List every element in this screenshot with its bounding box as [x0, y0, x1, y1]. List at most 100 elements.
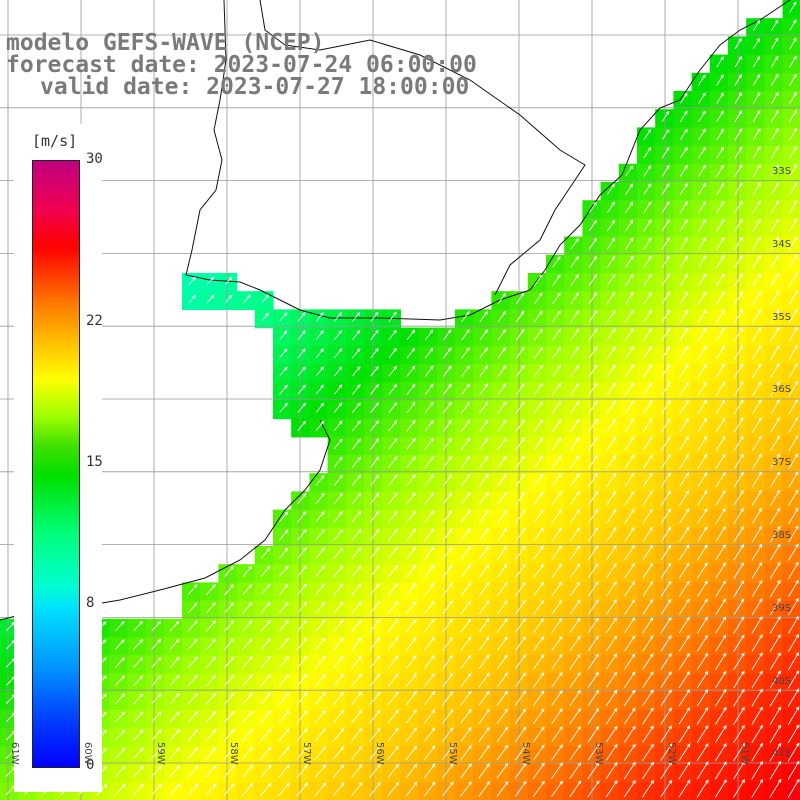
- wind-arrow: [151, 711, 162, 723]
- wind-cell: [709, 309, 729, 329]
- wind-cell: [764, 546, 784, 565]
- wind-arrow: [587, 744, 600, 761]
- colorbar-tick-label: 15: [86, 454, 103, 470]
- wind-arrow: [351, 438, 361, 450]
- wind-arrow: [533, 726, 545, 743]
- wind-arrow: [606, 201, 615, 214]
- wind-arrow: [442, 582, 453, 596]
- wind-arrow: [679, 146, 688, 159]
- wind-arrow: [606, 291, 616, 305]
- wind-cell: [473, 509, 492, 529]
- wind-cell: [382, 746, 401, 765]
- wind-arrow: [351, 709, 363, 724]
- longitude-label: 61W: [9, 742, 20, 765]
- wind-arrow: [606, 219, 616, 232]
- wind-arrow: [697, 381, 707, 396]
- wind-arrow: [424, 492, 435, 505]
- wind-arrow: [661, 110, 670, 122]
- wind-arrow: [406, 600, 417, 615]
- wind-arrow: [351, 619, 362, 633]
- wind-arrow: [552, 346, 561, 359]
- wind-arrow: [333, 583, 344, 596]
- wind-cell: [728, 491, 747, 511]
- wind-arrow: [733, 634, 745, 652]
- wind-arrow: [188, 294, 196, 303]
- wind-arrow: [442, 365, 452, 377]
- wind-arrow: [424, 528, 435, 542]
- wind-arrow: [279, 402, 288, 413]
- wind-arrow: [497, 401, 507, 414]
- wind-arrow: [460, 564, 471, 578]
- wind-arrow: [715, 616, 726, 634]
- colorbar-tick-label: 0: [86, 757, 95, 773]
- wind-arrow: [642, 544, 653, 561]
- wind-arrow: [460, 546, 471, 560]
- wind-arrow: [205, 692, 217, 705]
- wind-arrow: [606, 255, 616, 268]
- wind-arrow: [570, 328, 580, 341]
- wind-arrow: [297, 420, 306, 432]
- wind-arrow: [315, 547, 325, 559]
- wind-arrow: [187, 656, 198, 668]
- wind-arrow: [551, 690, 563, 706]
- wind-arrow: [788, 579, 799, 598]
- wind-arrow: [769, 778, 782, 798]
- wind-arrow: [424, 456, 434, 469]
- wind-arrow: [751, 580, 763, 598]
- wind-arrow: [515, 636, 526, 651]
- wind-arrow: [716, 146, 725, 159]
- wind-arrow: [770, 218, 779, 232]
- wind-arrow: [533, 672, 545, 688]
- wind-arrow: [624, 508, 635, 524]
- wind-arrow: [606, 635, 617, 652]
- wind-arrow: [133, 675, 144, 687]
- wind-arrow: [333, 601, 344, 614]
- wind-arrow: [333, 709, 345, 724]
- wind-arrow: [679, 309, 689, 323]
- wind-arrow: [789, 55, 797, 68]
- wind-arrow: [260, 547, 271, 559]
- wind-arrow: [733, 779, 745, 798]
- wind-arrow: [533, 419, 544, 432]
- wind-arrow: [660, 671, 672, 688]
- wind-arrow: [678, 779, 691, 798]
- wind-arrow: [551, 527, 562, 542]
- wind-arrow: [278, 692, 290, 705]
- longitude-label: 55W: [447, 742, 458, 765]
- wind-arrow: [405, 655, 417, 669]
- wind-arrow: [478, 582, 490, 597]
- wind-arrow: [569, 527, 580, 542]
- wind-arrow: [479, 347, 489, 359]
- wind-arrow: [660, 617, 672, 634]
- wind-arrow: [789, 91, 797, 105]
- latitude-label: 36S: [772, 384, 792, 396]
- latitude-label: 35S: [772, 311, 792, 323]
- wind-arrow: [370, 329, 379, 341]
- wind-arrow: [205, 656, 217, 669]
- wind-cell: [473, 418, 492, 438]
- wind-arrow: [297, 493, 307, 505]
- wind-arrow: [260, 601, 271, 614]
- wind-arrow: [315, 583, 326, 596]
- wind-arrow: [715, 435, 726, 451]
- wind-arrow: [788, 398, 799, 415]
- wind-arrow: [770, 73, 779, 86]
- wind-arrow: [697, 508, 708, 524]
- wind-arrow: [661, 309, 671, 323]
- wind-arrow: [751, 634, 763, 652]
- wind-arrow: [752, 55, 761, 68]
- wind-arrow: [333, 510, 344, 523]
- wind-arrow: [533, 563, 544, 578]
- wind-arrow: [205, 747, 217, 760]
- wind-arrow: [478, 781, 491, 797]
- wind-arrow: [789, 19, 797, 32]
- wind-arrow: [279, 384, 288, 395]
- wind-arrow: [569, 708, 581, 725]
- wind-arrow: [587, 635, 599, 652]
- wind-arrow: [260, 728, 272, 742]
- wind-arrow: [660, 508, 671, 524]
- wind-arrow: [478, 744, 490, 761]
- wind-arrow: [751, 598, 763, 616]
- wind-arrow: [497, 365, 507, 377]
- wind-arrow: [478, 690, 490, 706]
